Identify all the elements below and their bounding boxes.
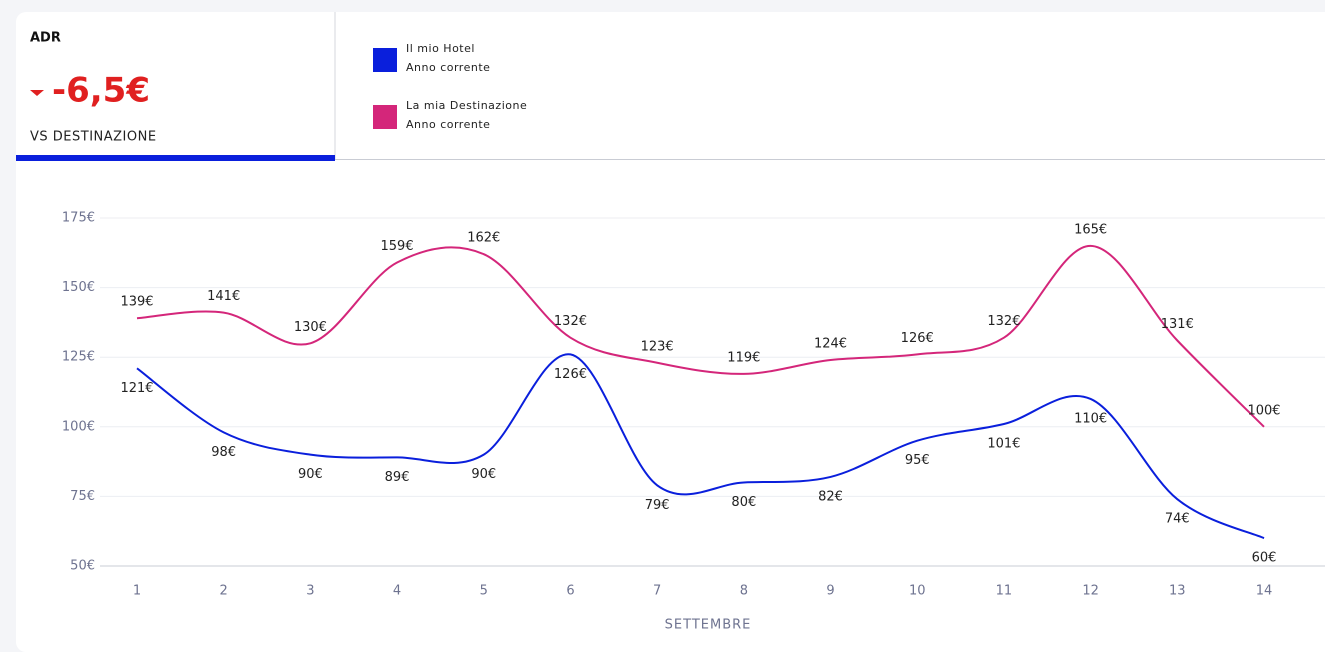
x-tick-label: 12 (1082, 584, 1099, 599)
value-label: 95€ (905, 453, 930, 468)
x-tick-label: 6 (566, 584, 574, 599)
series-line (136, 244, 1265, 428)
value-label: 165€ (1074, 222, 1107, 237)
value-label: 123€ (641, 339, 674, 354)
value-label: 100€ (1247, 403, 1280, 418)
x-tick-label: 1 (133, 584, 141, 599)
y-tick-label: 100€ (62, 419, 95, 434)
y-tick-label: 50€ (70, 559, 95, 574)
value-label: 82€ (818, 489, 843, 504)
value-label: 101€ (987, 437, 1020, 452)
legend-swatch (373, 48, 397, 72)
x-axis-label: SETTEMBRE (665, 618, 752, 633)
kpi-comparison: VS DESTINAZIONE (30, 130, 157, 145)
value-label: 119€ (727, 350, 760, 365)
value-label: 139€ (120, 295, 153, 310)
legend-swatch (373, 105, 397, 129)
y-tick-label: 75€ (70, 489, 95, 504)
series-line (136, 353, 1265, 540)
value-label: 79€ (645, 498, 670, 513)
value-label: 131€ (1161, 317, 1194, 332)
value-label: 110€ (1074, 411, 1107, 426)
x-tick-label: 8 (740, 584, 748, 599)
x-tick-label: 2 (220, 584, 228, 599)
legend-name: Il mio Hotel (406, 42, 475, 55)
value-label: 132€ (987, 314, 1020, 329)
legend-name: La mia Destinazione (406, 99, 527, 112)
kpi-label: ADR (30, 31, 61, 46)
value-label: 90€ (298, 467, 323, 482)
down-arrow (30, 90, 44, 96)
value-label: 126€ (901, 331, 934, 346)
y-tick-label: 175€ (62, 211, 95, 226)
value-label: 121€ (120, 381, 153, 396)
value-label: 98€ (211, 445, 236, 460)
x-tick-label: 5 (480, 584, 488, 599)
value-label: 130€ (294, 320, 327, 335)
x-tick-label: 11 (996, 584, 1013, 599)
y-tick-label: 125€ (62, 350, 95, 365)
x-tick-label: 13 (1169, 584, 1186, 599)
x-tick-label: 7 (653, 584, 661, 599)
value-label: 141€ (207, 289, 240, 304)
value-label: 126€ (554, 367, 587, 382)
value-label: 90€ (471, 467, 496, 482)
value-label: 89€ (385, 470, 410, 485)
value-label: 80€ (731, 495, 756, 510)
value-label: 124€ (814, 336, 847, 351)
value-label: 132€ (554, 314, 587, 329)
x-tick-label: 3 (306, 584, 314, 599)
x-tick-label: 14 (1256, 584, 1273, 599)
y-tick-label: 150€ (62, 280, 95, 295)
x-tick-label: 9 (826, 584, 834, 599)
x-tick-label: 4 (393, 584, 401, 599)
kpi-value: -6,5€ (52, 71, 150, 111)
card (16, 12, 1325, 652)
value-label: 162€ (467, 231, 500, 246)
value-label: 60€ (1252, 551, 1277, 566)
value-label: 159€ (381, 239, 414, 254)
value-label: 74€ (1165, 512, 1190, 527)
legend-period: Anno corrente (406, 118, 490, 131)
x-tick-label: 10 (909, 584, 926, 599)
legend-period: Anno corrente (406, 61, 490, 74)
kpi-underline (16, 155, 335, 161)
